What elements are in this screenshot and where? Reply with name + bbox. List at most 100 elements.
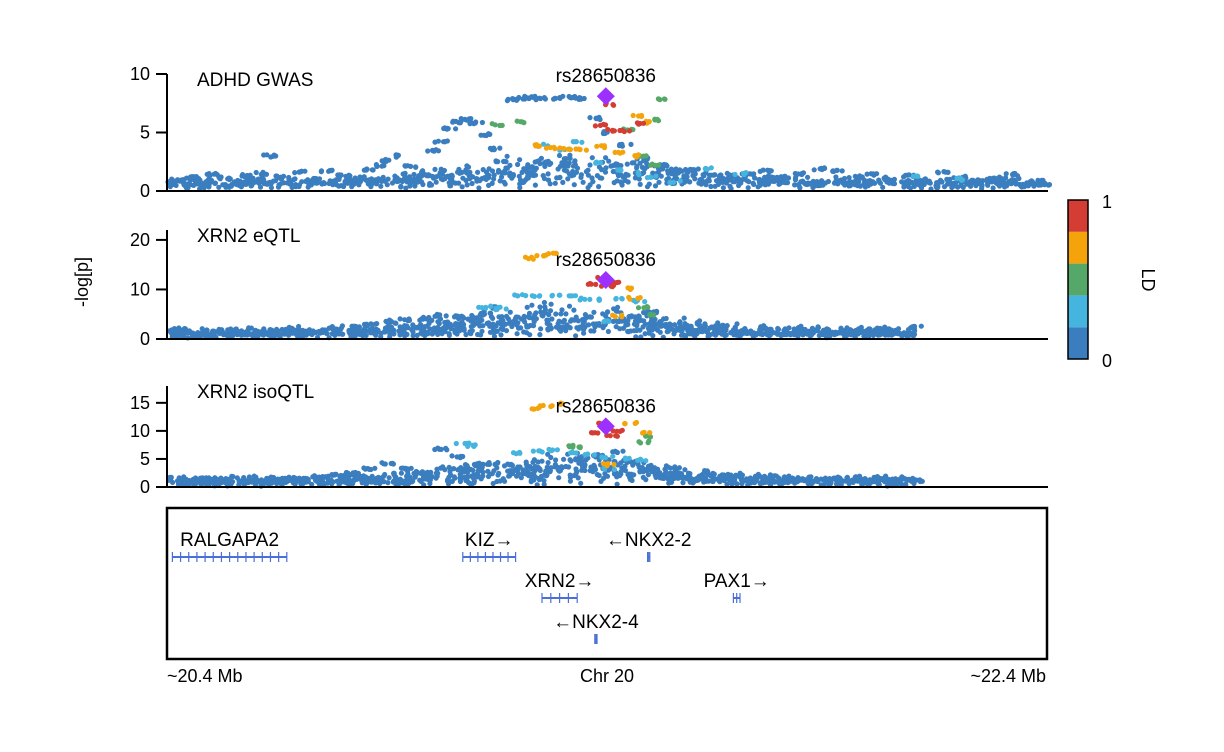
- snp-point: [613, 472, 620, 479]
- snp-point: [506, 320, 512, 326]
- snp-point: [625, 328, 631, 335]
- snp-point: [292, 176, 298, 182]
- snp-point: [577, 324, 583, 330]
- snp-point: [515, 320, 521, 326]
- snp-point: [406, 480, 412, 487]
- snp-point: [478, 132, 484, 138]
- snp-point: [603, 155, 609, 161]
- gene-exon: [261, 552, 263, 562]
- snp-point: [550, 250, 556, 256]
- snp-point: [652, 162, 659, 168]
- snp-point: [216, 326, 222, 332]
- gene-exon: [594, 634, 596, 644]
- snp-point: [617, 150, 623, 156]
- snp-point: [348, 180, 354, 186]
- snp-point: [751, 181, 757, 187]
- y-tick-label: 0: [140, 181, 150, 201]
- snp-point: [544, 320, 550, 326]
- snp-point: [477, 312, 483, 318]
- gene-exon: [492, 552, 494, 562]
- snp-point: [300, 481, 306, 487]
- snp-point: [193, 174, 199, 180]
- snp-point: [587, 162, 593, 168]
- snp-point: [650, 333, 656, 339]
- snp-point: [386, 157, 392, 163]
- snp-point: [213, 170, 219, 177]
- snp-point: [536, 477, 543, 483]
- snp-point: [389, 326, 396, 332]
- snp-point: [225, 327, 231, 333]
- snp-point: [286, 174, 292, 181]
- snp-point: [694, 477, 700, 483]
- snp-point: [857, 473, 863, 479]
- snp-point: [756, 474, 762, 480]
- snp-point: [326, 325, 332, 331]
- snp-point: [839, 168, 845, 174]
- snp-point: [365, 465, 371, 472]
- snp-point: [591, 309, 597, 315]
- snp-point: [777, 175, 783, 181]
- snp-point: [397, 177, 403, 183]
- snp-point: [631, 328, 637, 334]
- snp-point: [643, 467, 649, 473]
- ld-colorbar: 1 0 LD: [1067, 192, 1158, 371]
- snp-point: [587, 296, 593, 302]
- snp-point: [541, 299, 548, 306]
- snp-point: [880, 327, 886, 333]
- gene-exon: [212, 552, 214, 562]
- snp-point: [743, 170, 749, 176]
- snp-point: [572, 162, 579, 168]
- snp-point: [651, 322, 658, 328]
- snp-point: [537, 332, 543, 338]
- snp-point: [463, 332, 469, 338]
- snp-point: [535, 459, 541, 465]
- snp-point: [580, 179, 586, 185]
- snp-point: [565, 146, 571, 152]
- x-axis-right-label: ~22.4 Mb: [970, 666, 1046, 686]
- snp-point: [224, 478, 230, 485]
- snp-point: [647, 174, 654, 180]
- snp-point: [353, 324, 359, 330]
- snp-point: [491, 333, 498, 339]
- snp-point: [320, 329, 326, 335]
- snp-point: [240, 172, 246, 178]
- snp-point: [175, 329, 181, 335]
- snp-point: [591, 452, 598, 458]
- snp-point: [935, 169, 941, 175]
- snp-point: [249, 178, 255, 184]
- snp-point: [680, 480, 686, 486]
- snp-point: [705, 469, 711, 475]
- snp-point: [467, 329, 473, 335]
- snp-point: [413, 164, 419, 170]
- snp-point: [918, 323, 924, 329]
- snp-point: [619, 296, 625, 302]
- snp-point: [487, 329, 493, 335]
- snp-point: [614, 428, 620, 434]
- snp-point: [836, 178, 842, 184]
- snp-point: [619, 141, 625, 147]
- snp-point: [296, 475, 302, 481]
- snp-point: [645, 325, 652, 331]
- snp-point: [605, 126, 611, 133]
- gene-exon: [739, 593, 741, 603]
- snp-point: [497, 145, 503, 151]
- snp-point: [571, 317, 578, 323]
- snp-point: [507, 309, 513, 315]
- snp-point: [393, 320, 399, 326]
- snp-point: [452, 475, 458, 481]
- snp-point: [960, 184, 966, 190]
- snp-point: [665, 175, 672, 181]
- snp-point: [616, 279, 622, 285]
- snp-point: [805, 174, 811, 180]
- snp-point: [365, 181, 371, 187]
- snp-point: [833, 477, 839, 483]
- snp-point: [448, 323, 454, 330]
- panel-title: XRN2 eQTL: [197, 226, 300, 247]
- snp-point: [840, 478, 846, 484]
- snp-point: [479, 119, 485, 126]
- snp-point: [527, 332, 533, 338]
- snp-point: [585, 185, 591, 191]
- snp-point: [248, 183, 254, 189]
- snp-point: [720, 322, 726, 328]
